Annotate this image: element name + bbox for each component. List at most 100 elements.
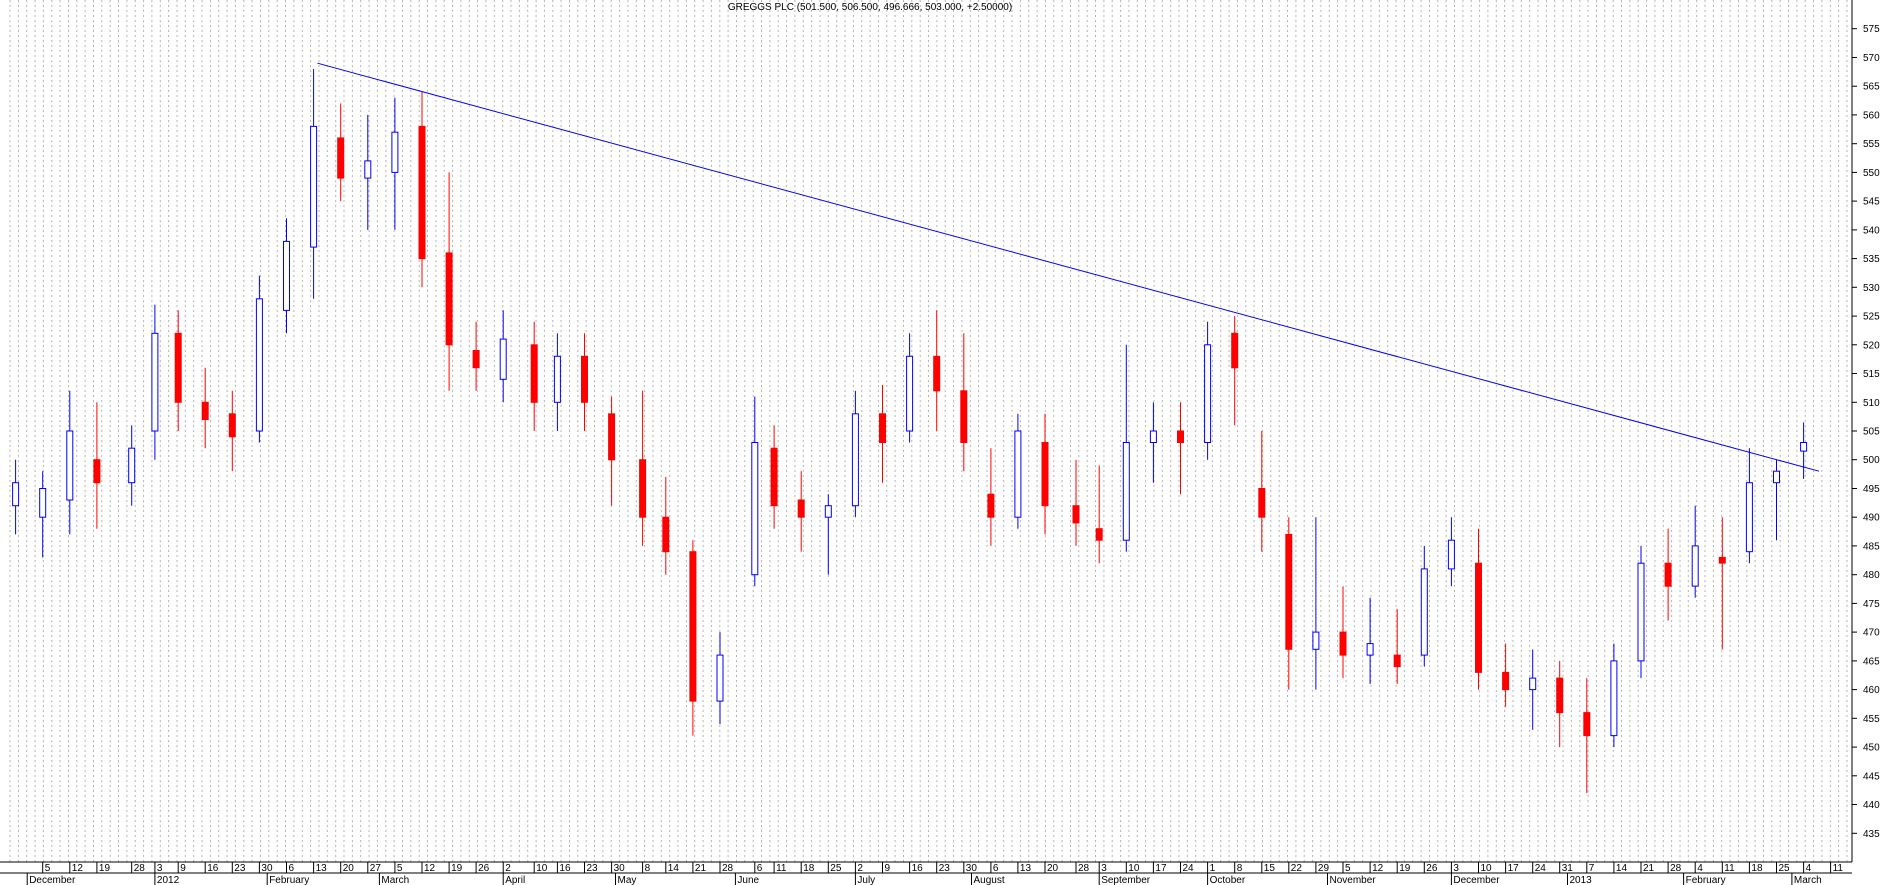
candle (283, 218, 290, 334)
y-tick-label: 540 (1863, 225, 1880, 236)
candle-body (128, 447, 136, 484)
x-tick-label: 23 (939, 863, 951, 874)
candle-body (1800, 442, 1808, 452)
candle (310, 69, 318, 299)
candle-body (201, 401, 209, 420)
y-axis: 435 440 445 450 455 460 465 470 475 480 485 490 495 5… (1851, 0, 1880, 862)
candle-body (283, 240, 290, 311)
candle-body (228, 413, 236, 438)
x-tick-label: 29 (1318, 863, 1330, 874)
x-period-label: February (269, 875, 309, 885)
x-period-label: July (857, 875, 875, 885)
x-period-label: December (29, 875, 76, 885)
x-tick-label: 28 (722, 863, 734, 874)
candle-body (1312, 631, 1320, 650)
x-period-label: November (1330, 875, 1377, 885)
y-tick-label: 440 (1863, 800, 1880, 811)
y-tick-label: 445 (1863, 771, 1880, 782)
y-tick-label: 575 (1863, 24, 1880, 35)
candle-body (151, 332, 159, 432)
candle-body (987, 493, 995, 518)
candle-body (851, 413, 859, 507)
candle-body (797, 499, 805, 518)
candle (499, 310, 507, 403)
x-tick-label: 31 (1562, 863, 1574, 874)
x-tick-label: 9 (885, 863, 891, 874)
y-tick-label: 530 (1863, 283, 1880, 294)
candle-body (66, 430, 74, 501)
candle (1258, 431, 1266, 552)
y-tick-label: 510 (1863, 398, 1880, 409)
candle-body (1122, 442, 1130, 541)
candle (1366, 597, 1374, 684)
x-tick-label: 4 (1806, 863, 1812, 874)
x-tick-label: 30 (966, 863, 978, 874)
x-tick-label: 2 (857, 863, 863, 874)
x-period-label: August (974, 875, 1005, 885)
x-tick-label: 3 (157, 863, 163, 874)
candle (1231, 316, 1239, 426)
x-tick-label: 6 (757, 863, 763, 874)
x-tick-label: 19 (99, 863, 111, 874)
candle-body (1637, 562, 1645, 662)
y-tick-label: 435 (1863, 829, 1880, 840)
y-tick-label: 505 (1863, 427, 1880, 438)
candle (39, 471, 47, 558)
y-tick-label: 485 (1863, 541, 1880, 552)
candle-body (933, 355, 941, 392)
vertical-grid (9, 0, 1848, 862)
candle (987, 448, 995, 546)
candle (1177, 402, 1184, 495)
x-tick-label: 12 (1372, 863, 1384, 874)
candle-body (1718, 556, 1726, 564)
candle (1583, 678, 1591, 793)
candle-body (1149, 430, 1157, 443)
x-tick-label: 24 (1183, 863, 1195, 874)
x-tick-label: 19 (1399, 863, 1411, 874)
x-tick-label: 24 (1535, 863, 1547, 874)
y-tick-label: 475 (1863, 599, 1880, 610)
candle-body (1095, 528, 1103, 541)
candle-body (418, 125, 426, 260)
candle-body (1447, 539, 1455, 570)
candle (1529, 649, 1537, 730)
candle-body (1366, 643, 1374, 656)
candle (851, 390, 859, 518)
x-tick-label: 5 (45, 863, 51, 874)
y-tick-label: 500 (1863, 455, 1880, 466)
y-tick-label: 495 (1863, 484, 1880, 495)
x-tick-label: 11 (776, 863, 787, 874)
x-tick-label: 20 (1047, 863, 1059, 874)
candle (255, 275, 263, 443)
x-period-label: June (737, 875, 759, 885)
candle-body (639, 459, 647, 518)
candle-body (1072, 505, 1080, 524)
candle (608, 396, 616, 506)
candle-body (39, 488, 47, 518)
x-tick-label: 3 (1101, 863, 1107, 874)
candle (418, 91, 426, 288)
candle (391, 97, 399, 230)
candle-body (1773, 470, 1780, 484)
x-tick-label: 13 (316, 863, 328, 874)
candle (770, 425, 778, 529)
x-tick-label: 9 (180, 863, 186, 874)
y-tick-label: 465 (1863, 656, 1880, 667)
x-tick-label: 15 (1264, 863, 1276, 874)
candle-body (1610, 660, 1618, 737)
candle (960, 333, 968, 472)
x-tick-label: 21 (695, 863, 707, 874)
candle (151, 304, 159, 460)
x-period-label: 2013 (1570, 875, 1593, 885)
x-tick-label: 23 (234, 863, 246, 874)
x-period-label: October (1210, 875, 1246, 885)
candle-body (689, 551, 697, 702)
candle (12, 459, 20, 535)
candle (1014, 413, 1022, 529)
candle-body (553, 355, 561, 403)
candle-body (1258, 488, 1266, 518)
candle-body (445, 252, 453, 346)
candle (174, 310, 182, 431)
candle (364, 114, 372, 230)
candles (12, 69, 1808, 793)
